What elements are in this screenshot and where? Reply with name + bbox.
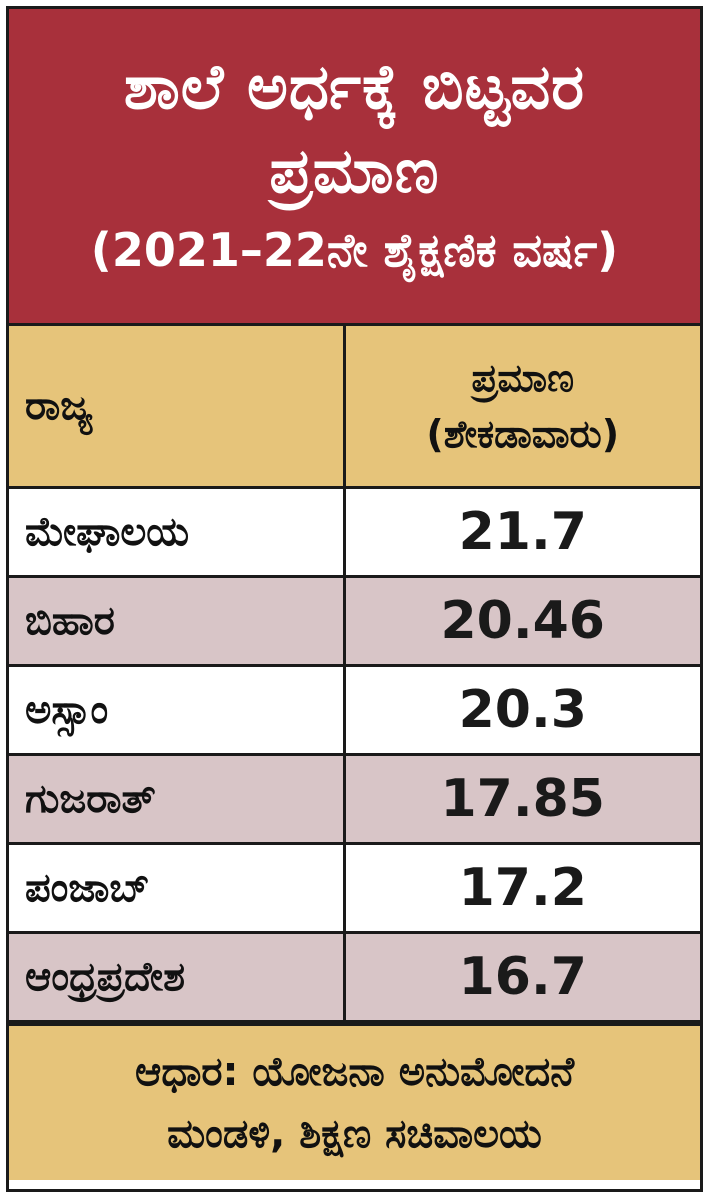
table-row: ಆಂಧ್ರಪ್ರದೇಶ 16.7 (9, 931, 700, 1023)
title-box: ಶಾಲೆ ಅರ್ಧಕ್ಕೆ ಬಿಟ್ಟವರ ಪ್ರಮಾಣ (2021–22ನೇ … (9, 9, 700, 326)
source-line-1: ಆಧಾರ: ಯೋಜನಾ ಅನುಮೋದನೆ (134, 1049, 575, 1095)
header-state: ರಾಜ್ಯ (9, 326, 346, 489)
source-footer: ಆಧಾರ: ಯೋಜನಾ ಅನುಮೋದನೆ ಮಂಡಳಿ, ಶಿಕ್ಷಣ ಸಚಿವಾ… (9, 1023, 700, 1180)
table-row: ಗುಜರಾತ್ 17.85 (9, 753, 700, 845)
state-value: 20.3 (342, 664, 700, 756)
title-subtitle: (2021–22ನೇ ಶೈಕ್ಷಣಿಕ ವರ್ಷ) (90, 223, 619, 277)
header-value: ಪ್ರಮಾಣ (ಶೇಕಡಾವಾರು) (342, 326, 700, 489)
state-name: ಬಿಹಾರ (9, 575, 346, 667)
table-row: ಮೇಘಾಲಯ 21.7 (9, 486, 700, 578)
table-header-row: ರಾಜ್ಯ ಪ್ರಮಾಣ (ಶೇಕಡಾವಾರು) (9, 326, 700, 489)
state-name: ಪಂಜಾಬ್ (9, 842, 346, 934)
header-value-line-2: (ಶೇಕಡಾವಾರು) (426, 412, 620, 456)
title-line-1: ಶಾಲೆ ಅರ್ಧಕ್ಕೆ ಬಿಟ್ಟವರ (123, 50, 586, 123)
state-value: 17.85 (342, 753, 700, 845)
state-name: ಮೇಘಾಲಯ (9, 486, 346, 578)
state-value: 21.7 (342, 486, 700, 578)
dropout-rate-card: ಶಾಲೆ ಅರ್ಧಕ್ಕೆ ಬಿಟ್ಟವರ ಪ್ರಮಾಣ (2021–22ನೇ … (6, 6, 703, 1192)
header-value-line-1: ಪ್ರಮಾಣ (471, 356, 575, 400)
state-value: 20.46 (342, 575, 700, 667)
state-name: ಆಂಧ್ರಪ್ರದೇಶ (9, 931, 346, 1023)
table-row: ಅಸ್ಸಾಂ 20.3 (9, 664, 700, 756)
state-name: ಅಸ್ಸಾಂ (9, 664, 346, 756)
table-row: ಪಂಜಾಬ್ 17.2 (9, 842, 700, 934)
dropout-table: ರಾಜ್ಯ ಪ್ರಮಾಣ (ಶೇಕಡಾವಾರು) ಮೇಘಾಲಯ 21.7 ಬಿಹ… (9, 326, 700, 1023)
state-value: 16.7 (342, 931, 700, 1023)
title-line-2: ಪ್ರಮಾಣ (269, 134, 440, 207)
state-value: 17.2 (342, 842, 700, 934)
table-row: ಬಿಹಾರ 20.46 (9, 575, 700, 667)
source-line-2: ಮಂಡಳಿ, ಶಿಕ್ಷಣ ಸಚಿವಾಲಯ (167, 1111, 542, 1157)
state-name: ಗುಜರಾತ್ (9, 753, 346, 845)
